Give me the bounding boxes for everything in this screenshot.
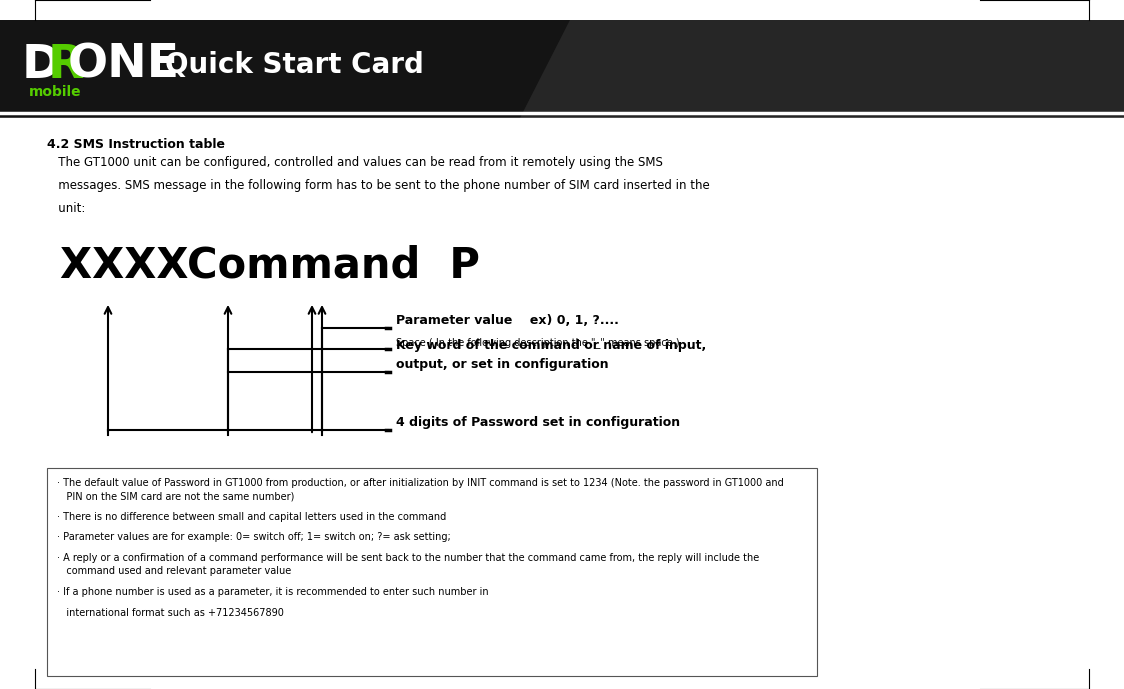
Text: · A reply or a confirmation of a command performance will be sent back to the nu: · A reply or a confirmation of a command… xyxy=(57,553,759,563)
Polygon shape xyxy=(520,20,1124,118)
Text: · There is no difference between small and capital letters used in the command: · There is no difference between small a… xyxy=(57,512,446,522)
Text: The GT1000 unit can be configured, controlled and values can be read from it rem: The GT1000 unit can be configured, contr… xyxy=(47,156,709,215)
Text: D: D xyxy=(22,43,61,88)
Text: · The default value of Password in GT1000 from production, or after initializati: · The default value of Password in GT100… xyxy=(57,478,783,488)
Text: ONE: ONE xyxy=(67,43,180,88)
Polygon shape xyxy=(0,20,570,118)
Text: R: R xyxy=(48,43,84,88)
Text: PIN on the SIM card are not the same number): PIN on the SIM card are not the same num… xyxy=(57,491,294,502)
Text: mobile: mobile xyxy=(29,85,81,99)
Bar xyxy=(47,468,817,676)
Text: Parameter value    ex) 0, 1, ?....: Parameter value ex) 0, 1, ?.... xyxy=(396,314,619,327)
Text: Quick Start Card: Quick Start Card xyxy=(165,51,424,79)
Text: XXXXCommand  P: XXXXCommand P xyxy=(60,245,480,287)
Text: Space ( In the following description the "_" means space ): Space ( In the following description the… xyxy=(396,337,680,348)
Text: 4 digits of Password set in configuration: 4 digits of Password set in configuratio… xyxy=(396,416,680,429)
Bar xyxy=(0,20,1124,118)
Text: 4.2 SMS Instruction table: 4.2 SMS Instruction table xyxy=(47,138,225,151)
Text: · If a phone number is used as a parameter, it is recommended to enter such numb: · If a phone number is used as a paramet… xyxy=(57,587,489,597)
Text: international format such as +71234567890: international format such as +7123456789… xyxy=(57,608,284,617)
Text: Key word of the command or name of input,
output, or set in configuration: Key word of the command or name of input… xyxy=(396,339,706,371)
Text: command used and relevant parameter value: command used and relevant parameter valu… xyxy=(57,566,291,577)
Text: · Parameter values are for example: 0= switch off; 1= switch on; ?= ask setting;: · Parameter values are for example: 0= s… xyxy=(57,533,451,542)
